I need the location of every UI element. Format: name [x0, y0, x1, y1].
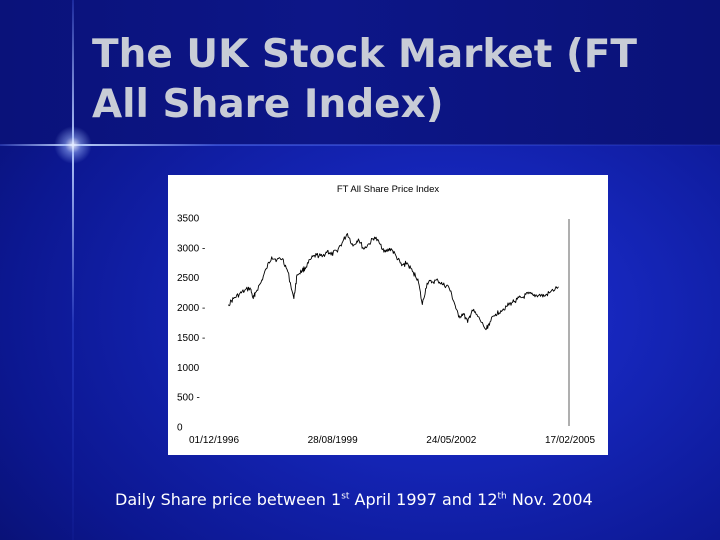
y-tick-label: 0: [177, 423, 183, 434]
y-tick-label: 2500: [177, 273, 200, 284]
caption-text-1: Daily Share price between 1: [115, 490, 342, 509]
y-tick-label: 2000 -: [177, 303, 205, 314]
x-tick-label: 17/02/2005: [545, 435, 595, 446]
y-tick-label: 1500 -: [177, 333, 205, 344]
y-tick-label: 1000: [177, 363, 200, 374]
caption-text-2: April 1997 and 12: [349, 490, 498, 509]
caption-text-3: Nov. 2004: [506, 490, 593, 509]
decorative-horizontal-line: [0, 144, 720, 146]
caption-superscript-2: th: [497, 491, 507, 502]
chart-title: FT All Share Price Index: [337, 184, 440, 195]
x-axis-tick-labels: 01/12/1996 28/08/1999 24/05/2002 17/02/2005: [189, 435, 595, 446]
chart-panel: FT All Share Price Index 3500 3000 - 2500 2…: [168, 175, 608, 455]
y-tick-label: 3500: [177, 214, 200, 225]
series-line: [228, 233, 559, 331]
y-axis-tick-labels: 3500 3000 - 2500 2000 - 1500 - 1000 500 - 0: [177, 214, 205, 434]
title-band: [0, 0, 720, 145]
x-tick-label: 24/05/2002: [426, 435, 476, 446]
slide-title: The UK Stock Market (FT All Share Index): [92, 32, 638, 127]
y-tick-label: 500 -: [177, 393, 200, 404]
y-tick-label: 3000 -: [177, 243, 205, 254]
share-price-chart: FT All Share Price Index 3500 3000 - 2500 2…: [177, 184, 595, 446]
slide-caption: Daily Share price between 1st April 1997…: [115, 490, 675, 509]
caption-superscript-1: st: [341, 491, 350, 502]
decorative-star-glow: [54, 126, 92, 164]
decorative-vertical-line: [72, 0, 74, 540]
x-tick-label: 01/12/1996: [189, 435, 239, 446]
x-tick-label: 28/08/1999: [308, 435, 358, 446]
